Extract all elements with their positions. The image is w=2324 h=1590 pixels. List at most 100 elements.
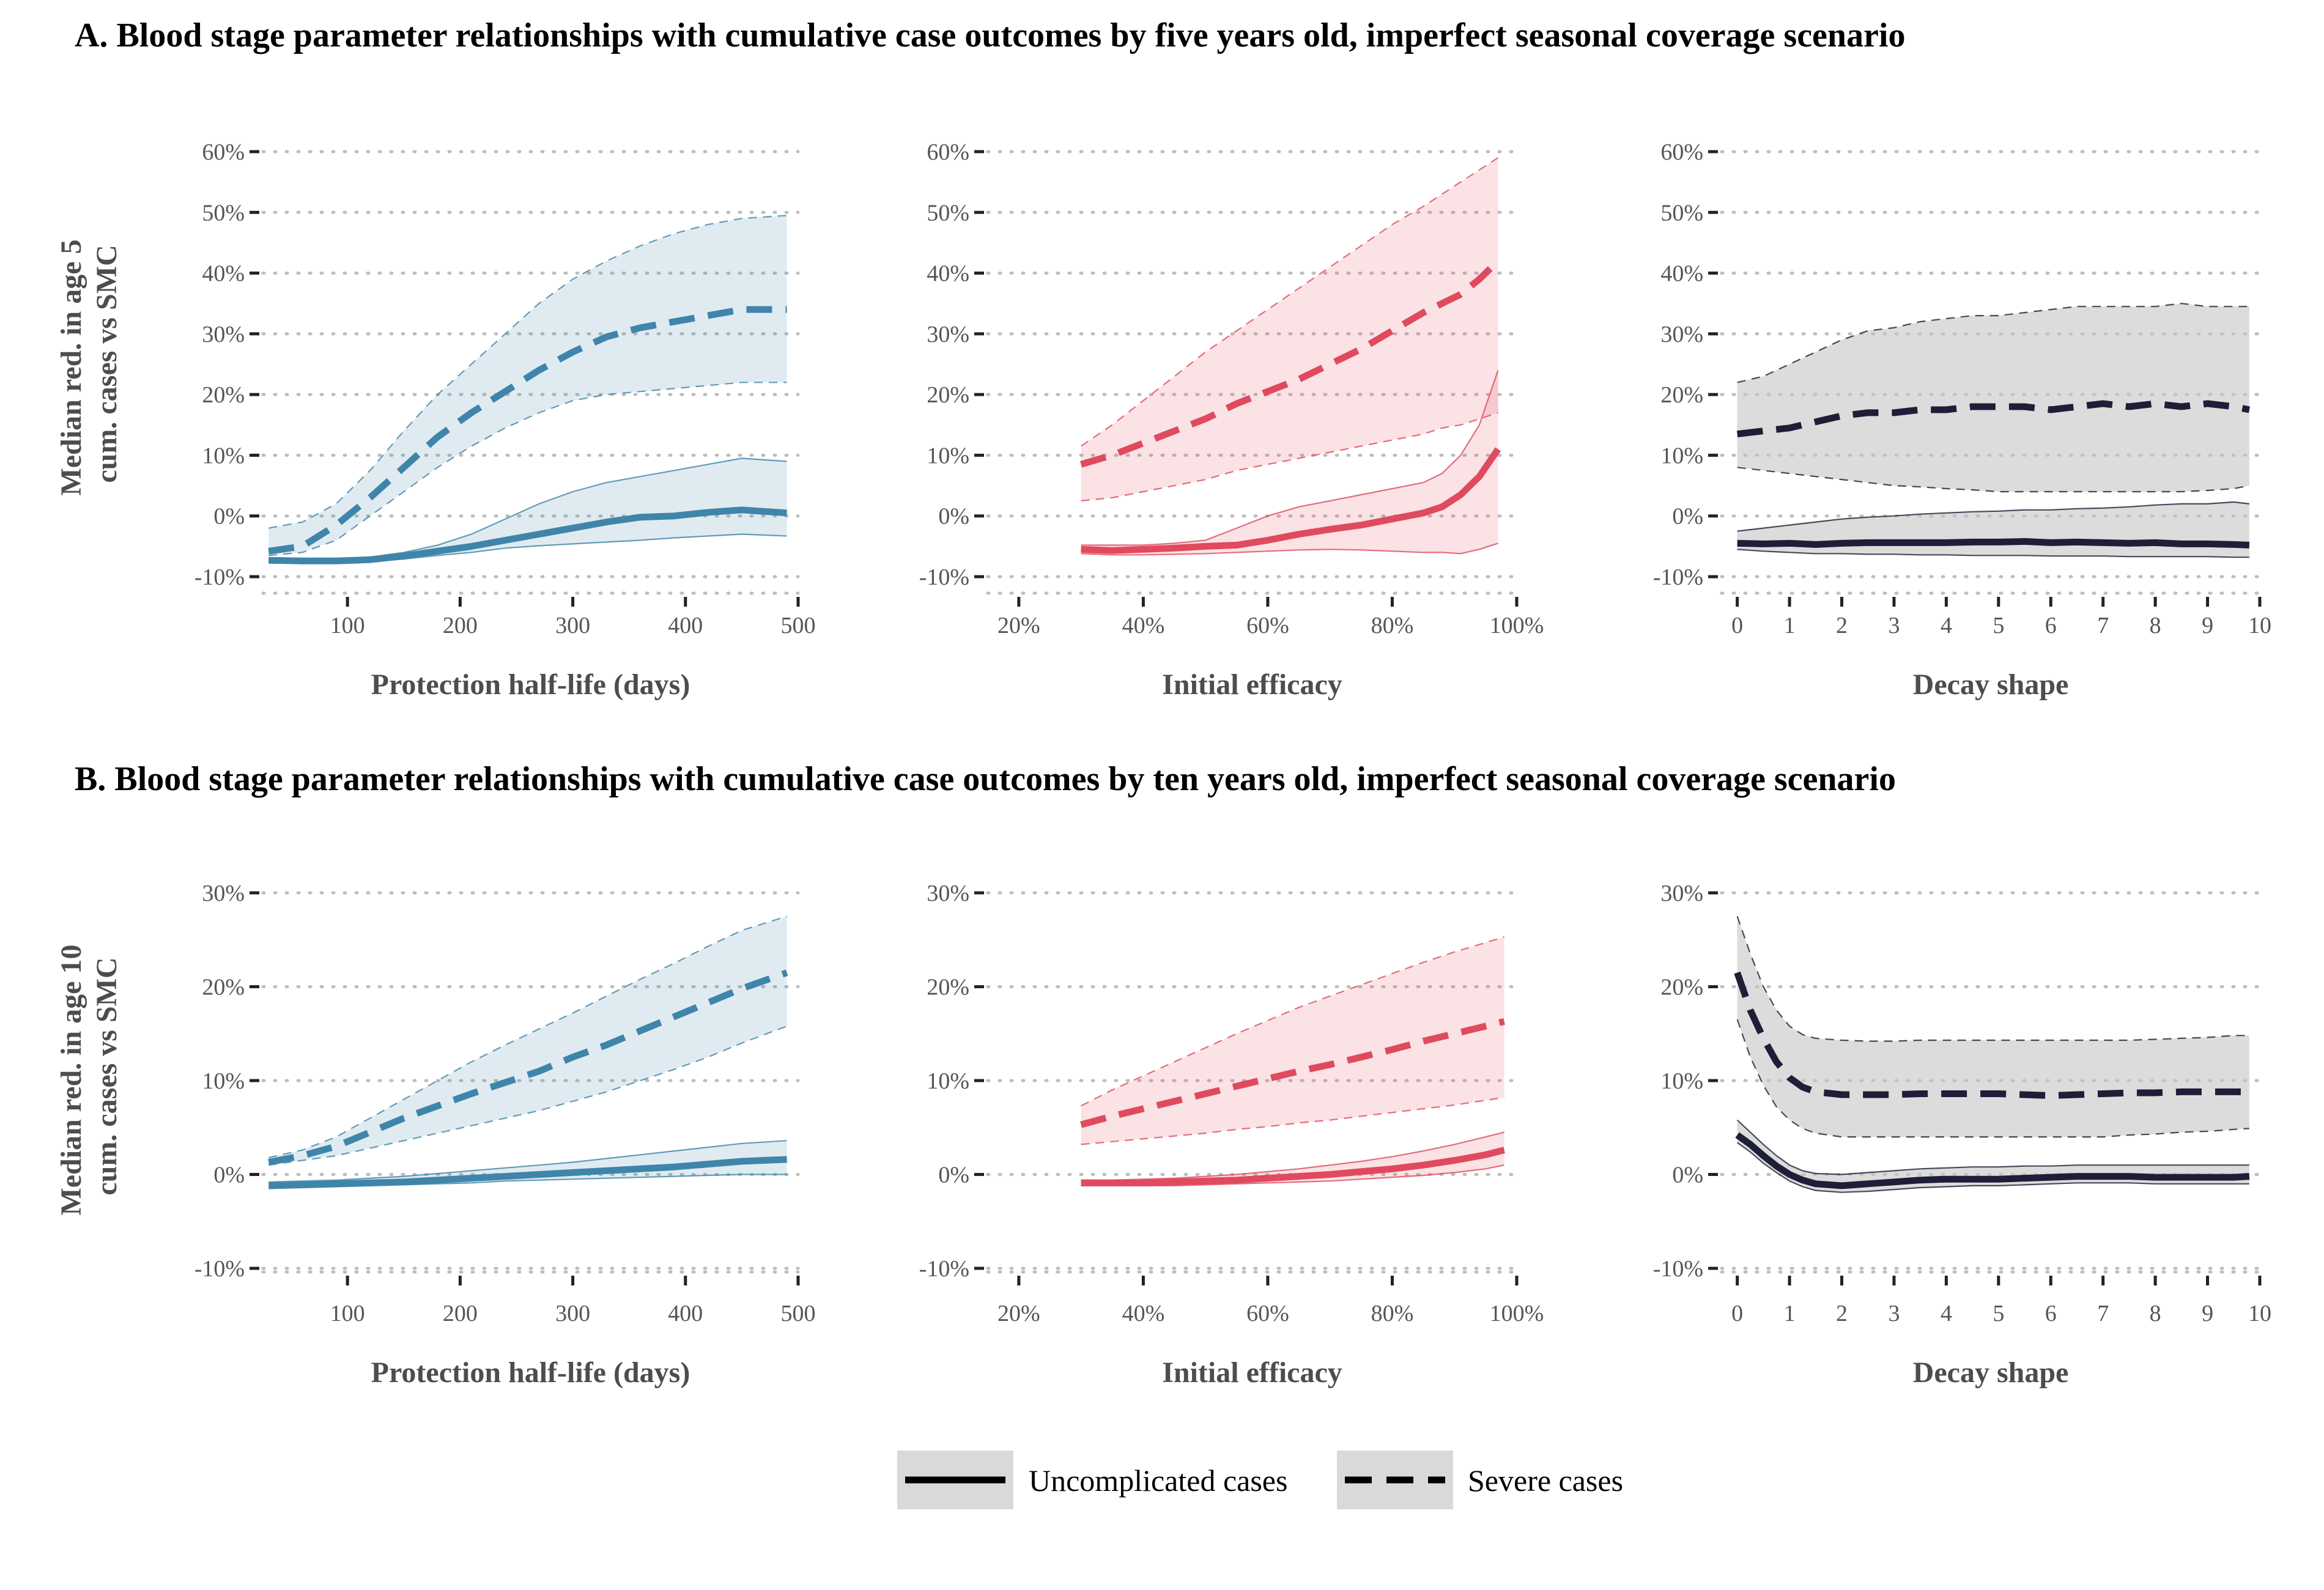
x-tick-label: 80% — [1371, 613, 1414, 638]
x-tick-label: 20% — [997, 613, 1040, 638]
x-axis-title: Decay shape — [1913, 668, 2069, 701]
median-line-uncomplicated — [268, 506, 787, 564]
y-tick-label: 20% — [202, 382, 245, 408]
ribbon-severe — [1737, 916, 2249, 1137]
y-tick-label: 30% — [927, 881, 969, 906]
panel-0: -10% 0% 10% 20% 30% 40% 50% 60% 100 200 300 400 500 P… — [194, 139, 816, 701]
y-tick-label: 30% — [1660, 881, 1703, 906]
y-tick-label: -10% — [194, 564, 245, 590]
x-axis-title: Protection half-life (days) — [371, 668, 690, 701]
x-tick-label: 80% — [1371, 1301, 1414, 1326]
y-tick-label: -10% — [919, 564, 969, 590]
band-upper-edge — [1081, 936, 1504, 1107]
y-tick-label: 10% — [927, 443, 969, 468]
legend-label-severe: Severe cases — [1468, 1463, 1623, 1498]
band-lower-edge — [1737, 549, 2249, 558]
median-line-severe — [1736, 400, 2250, 438]
median-line-uncomplicated — [268, 1156, 787, 1189]
band-lower-edge — [1736, 1142, 2249, 1193]
x-tick-label: 1 — [1784, 613, 1796, 638]
y-tick-label: 30% — [927, 322, 969, 347]
median-line-uncomplicated — [1081, 447, 1501, 554]
y-tick-label: 0% — [213, 504, 245, 530]
x-tick-label: 5 — [1993, 613, 2004, 638]
ribbon-uncomplicated — [1737, 501, 2249, 558]
y-tick-label: -10% — [1653, 564, 1703, 590]
y-tick-label: 20% — [1660, 975, 1703, 1000]
y-tick-label: 10% — [927, 1068, 969, 1094]
y-tick-label: 0% — [1672, 504, 1703, 530]
x-tick-label: 8 — [2150, 1301, 2161, 1326]
band-upper-edge — [268, 915, 787, 1158]
band-lower-edge — [1081, 542, 1498, 556]
x-tick-label: 10 — [2248, 613, 2271, 638]
panel-1: -10% 0% 10% 20% 30% 40% 50% 60% 20% 40% 60% 80% 100%… — [919, 139, 1544, 701]
median-line-severe — [1080, 258, 1501, 468]
section-b-ylabel-line1: Median red. in age 10 — [55, 944, 87, 1215]
y-tick-label: -10% — [919, 1256, 969, 1282]
x-tick-label: 5 — [1993, 1301, 2004, 1326]
y-tick-label: 40% — [1660, 261, 1703, 287]
x-tick-label: 4 — [1941, 613, 1952, 638]
section-b-title: B. Blood stage parameter relationships w… — [75, 760, 1896, 798]
x-tick-label: 200 — [443, 1301, 478, 1326]
y-tick-label: -10% — [1653, 1256, 1703, 1282]
x-tick-label: 300 — [555, 1301, 590, 1326]
x-tick-label: 9 — [2202, 1301, 2213, 1326]
section-a-ylabel-line1: Median red. in age 5 — [55, 239, 87, 495]
y-tick-label: 50% — [927, 200, 969, 226]
band-upper-edge — [268, 1140, 787, 1183]
y-tick-label: 40% — [202, 261, 245, 287]
x-tick-label: 40% — [1122, 613, 1165, 638]
y-tick-label: 30% — [1660, 322, 1703, 347]
y-tick-label: 20% — [1660, 382, 1703, 408]
x-tick-label: 20% — [997, 1301, 1040, 1326]
y-tick-label: 10% — [1660, 1068, 1703, 1094]
x-tick-label: 100 — [330, 1301, 365, 1326]
x-tick-label: 4 — [1941, 1301, 1952, 1326]
section-a-ylabel-line2: cum. cases vs SMC — [91, 245, 123, 483]
median-line-severe — [268, 306, 787, 555]
panel-5: -10% 0% 10% 20% 30% 0 1 2 3 4 5 6 7 8 9 10 Decay shape — [1653, 881, 2271, 1389]
median-line-uncomplicated — [1737, 538, 2250, 549]
median-line-uncomplicated — [1081, 1147, 1505, 1186]
section-a-title: A. Blood stage parameter relationships w… — [75, 17, 1905, 54]
panel-3: -10% 0% 10% 20% 30% 100 200 300 400 500 Protection… — [194, 881, 816, 1389]
x-tick-label: 400 — [668, 1301, 703, 1326]
x-tick-label: 7 — [2097, 1301, 2109, 1326]
x-axis-title: Initial efficacy — [1162, 1356, 1342, 1389]
x-tick-label: 3 — [1888, 1301, 1900, 1326]
y-tick-label: 10% — [1660, 443, 1703, 468]
x-tick-label: 60% — [1246, 1301, 1289, 1326]
ribbon-severe — [1081, 157, 1498, 501]
median-line-severe — [1734, 971, 2249, 1100]
y-tick-label: -10% — [194, 1256, 245, 1282]
x-tick-label: 100% — [1490, 613, 1544, 638]
panels: -10%0%10%20%30%40%50%60%100 200 300 400 500P… — [194, 139, 2271, 1389]
section-b-ylabel: Median red. in age 10 cum. cases vs SMC — [55, 937, 123, 1215]
x-tick-label: 100% — [1490, 1301, 1544, 1326]
x-tick-label: 10 — [2248, 1301, 2271, 1326]
x-tick-label: 400 — [668, 613, 703, 638]
ribbon-uncomplicated — [1081, 1132, 1504, 1186]
y-tick-label: 50% — [202, 200, 245, 226]
y-tick-label: 20% — [202, 975, 245, 1000]
band-upper-edge — [1736, 1119, 2249, 1175]
x-axis-title: Decay shape — [1913, 1356, 2069, 1389]
y-tick-label: 50% — [1660, 200, 1703, 226]
ribbon-severe — [1081, 937, 1504, 1145]
y-tick-label: 30% — [202, 322, 245, 347]
x-tick-label: 2 — [1836, 1301, 1848, 1326]
x-tick-label: 1 — [1784, 1301, 1796, 1326]
y-tick-label: 20% — [927, 382, 969, 408]
x-tick-label: 8 — [2150, 613, 2161, 638]
y-tick-label: 60% — [927, 139, 969, 165]
y-tick-label: 0% — [938, 504, 969, 530]
y-tick-label: 40% — [927, 261, 969, 287]
ribbon-severe — [268, 916, 787, 1166]
y-tick-label: 20% — [927, 975, 969, 1000]
x-tick-label: 6 — [2045, 613, 2057, 638]
y-tick-label: 10% — [202, 1068, 245, 1094]
y-tick-label: 0% — [938, 1163, 969, 1188]
